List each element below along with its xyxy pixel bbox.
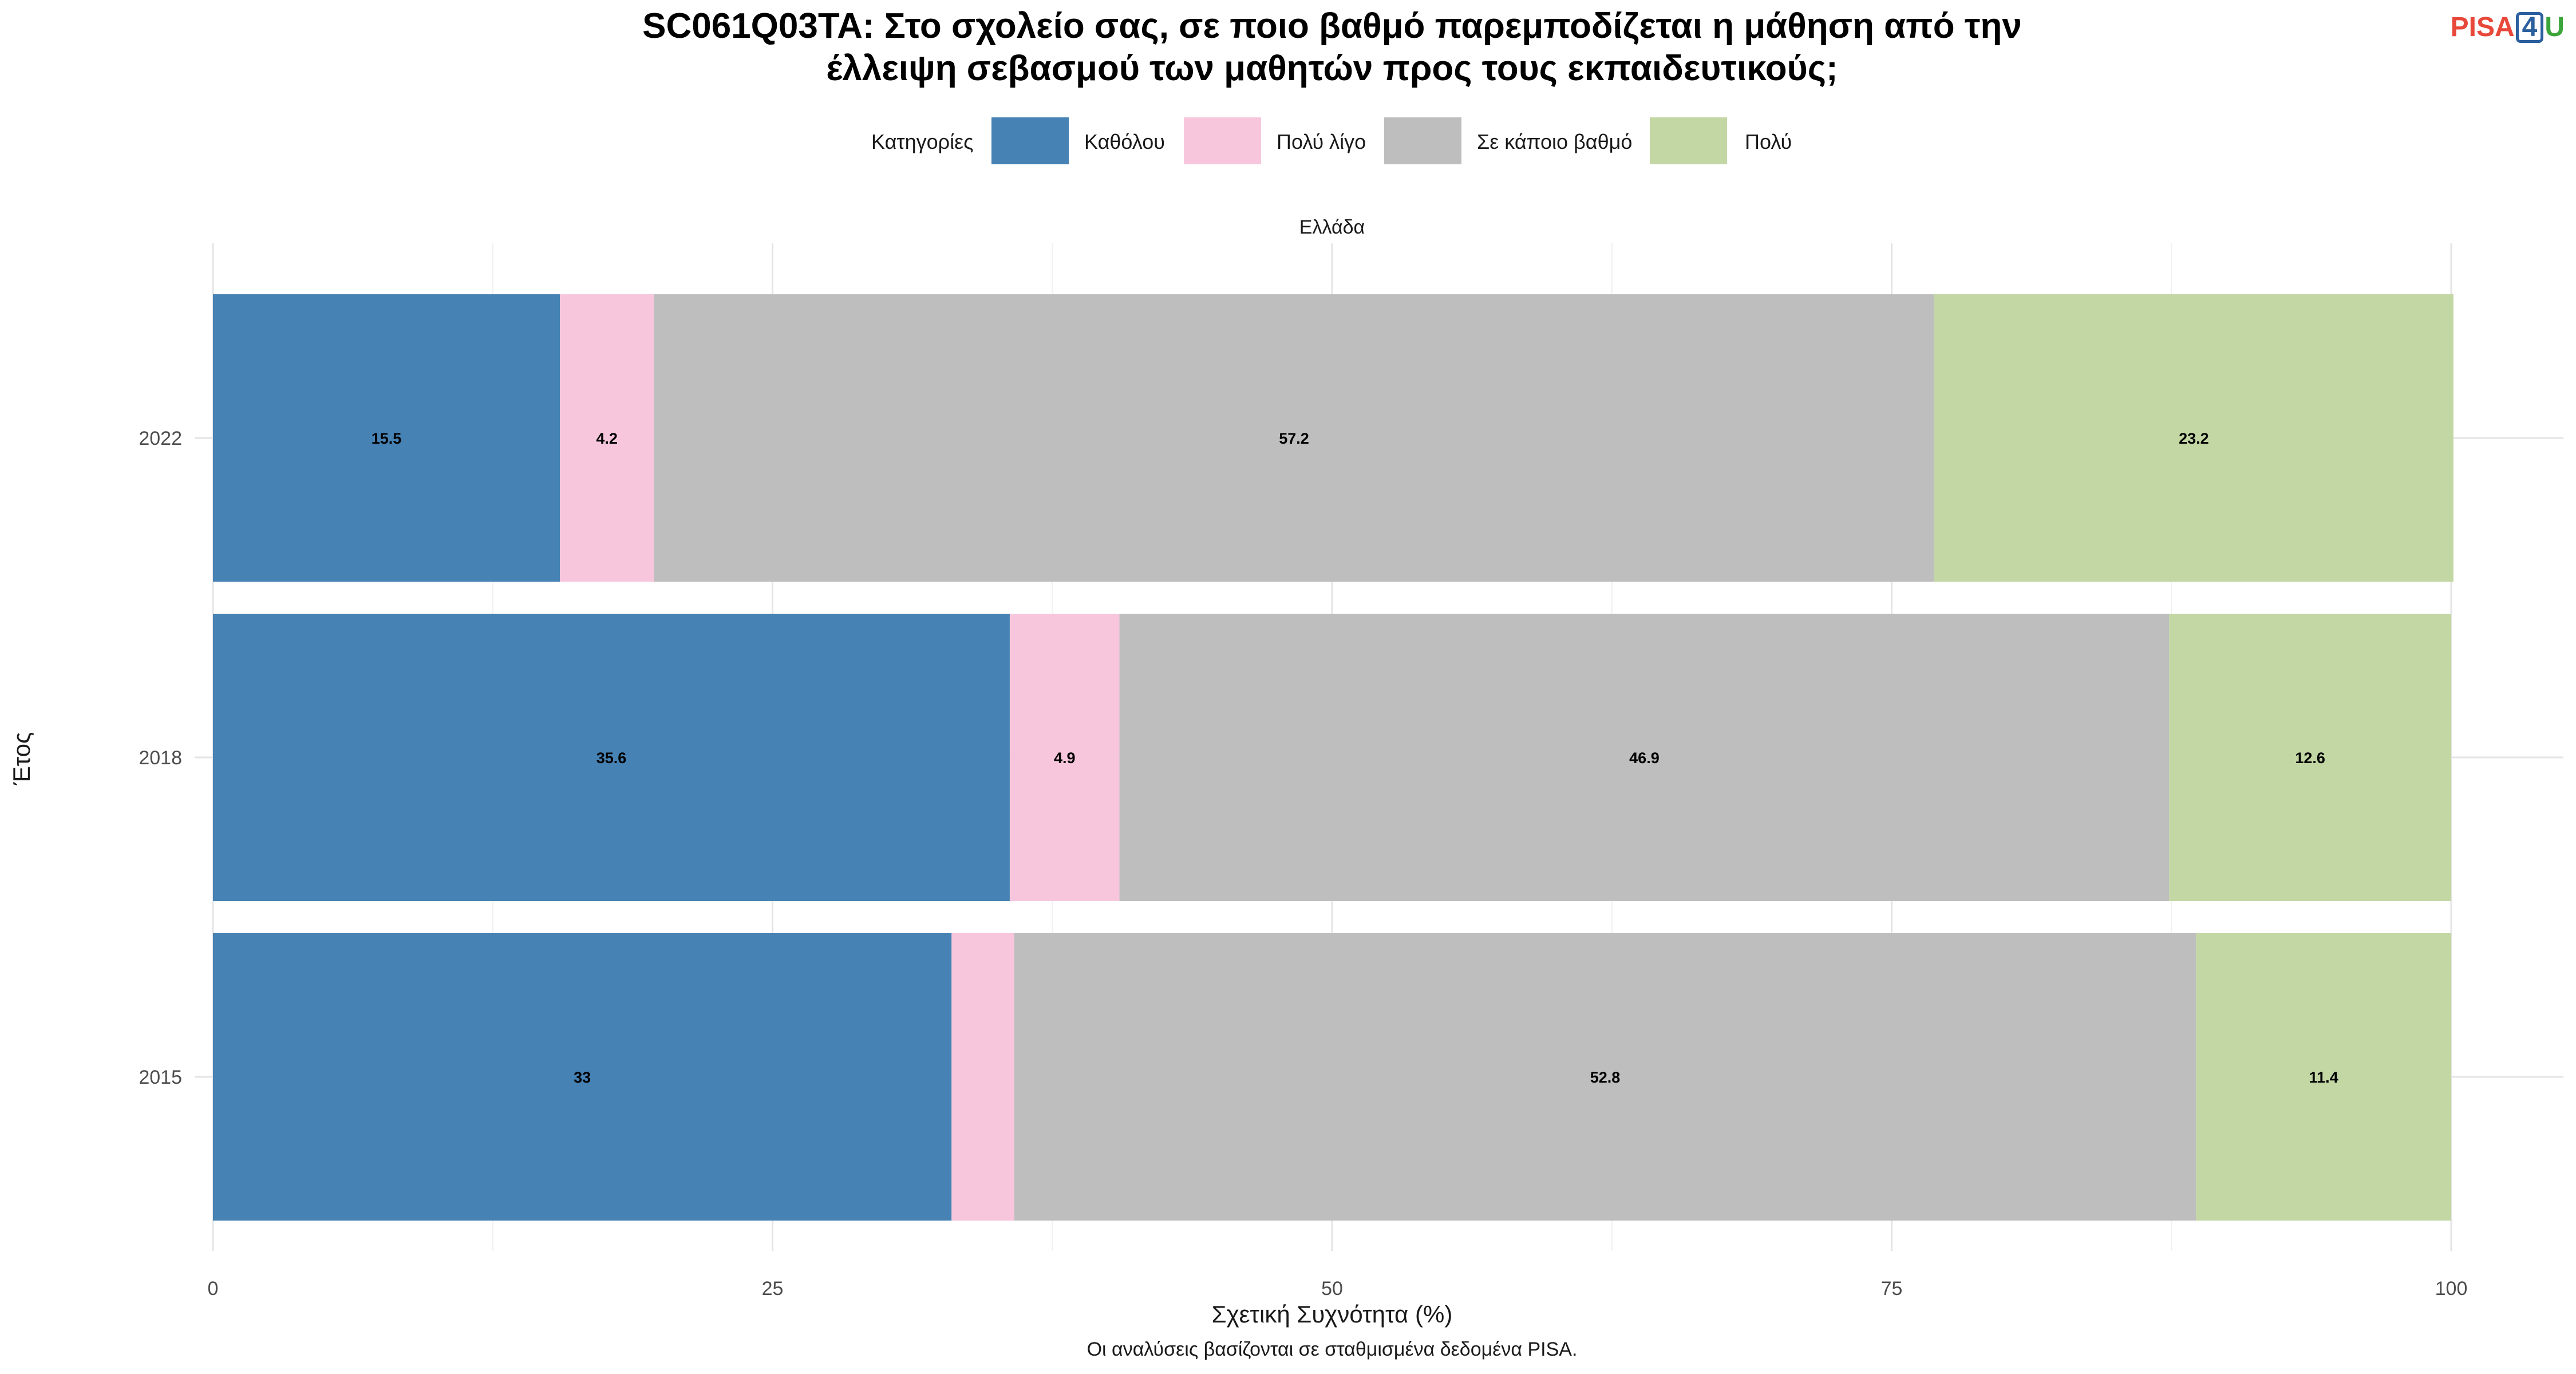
data-label: 52.8 — [1590, 1069, 1621, 1086]
chart-title-line: έλλειψη σεβασμού των μαθητών προς τους ε… — [826, 49, 1838, 88]
x-tick-label: 0 — [208, 1278, 219, 1300]
x-tick-label: 25 — [762, 1278, 784, 1300]
y-tick-label: 2015 — [139, 1067, 182, 1088]
legend-label: Πολύ λίγο — [1277, 130, 1366, 153]
bar-segment — [1014, 933, 2196, 1221]
legend-title: Κατηγορίες — [871, 130, 974, 153]
chart-title: SC061Q03TA: Στο σχολείο σας, σε ποιο βαθ… — [642, 6, 2022, 88]
data-label: 4.9 — [1054, 749, 1076, 767]
y-tick-label: 2022 — [139, 428, 182, 449]
data-label: 15.5 — [372, 430, 402, 447]
legend: Κατηγορίες Καθόλου Πολύ λίγο Σε κάποιο βαθμ… — [871, 117, 1792, 164]
bar-segment — [1934, 294, 2453, 582]
logo-pisa-text: PISA — [2450, 12, 2515, 42]
pisa4u-logo: PISA 4 U — [2451, 11, 2565, 43]
legend-key — [1384, 117, 1461, 164]
legend-label: Καθόλου — [1084, 130, 1165, 153]
x-axis-label: Σχετική Συχνότητα (%) — [1212, 1301, 1453, 1328]
legend-key — [991, 117, 1069, 164]
bars: 15.5 4.2 57.2 23.2 35.6 4.9 46.9 12.6 33 52.8 11.4 — [213, 294, 2453, 1221]
chart-title-line: SC061Q03TA: Στο σχολείο σας, σε ποιο βαθ… — [642, 6, 2022, 46]
bar-segment — [951, 933, 1014, 1221]
data-label: 12.6 — [2295, 749, 2325, 767]
legend-key — [1650, 117, 1727, 164]
data-label: 33 — [574, 1069, 591, 1086]
bar-segment — [213, 294, 560, 582]
legend-key — [1184, 117, 1261, 164]
data-label: 35.6 — [596, 749, 627, 767]
bar-segment — [2196, 933, 2451, 1221]
facet-label: Ελλάδα — [1299, 216, 1365, 238]
bar-segment — [654, 294, 1934, 582]
bar-segment — [2169, 614, 2451, 901]
legend-label: Πολύ — [1745, 130, 1792, 153]
x-tick-label: 50 — [1321, 1278, 1343, 1300]
logo-four-badge: 4 — [2515, 12, 2544, 43]
x-axis-ticks: 0 25 50 75 100 — [208, 1278, 2468, 1300]
bar-segment — [560, 294, 654, 582]
y-tick-label: 2018 — [139, 747, 182, 769]
bar-segment — [213, 933, 952, 1221]
caption: Οι αναλύσεις βασίζονται σε σταθμισμένα δ… — [1087, 1339, 1578, 1360]
bar-segment — [1119, 614, 2170, 901]
x-tick-label: 75 — [1881, 1278, 1903, 1300]
data-label: 57.2 — [1279, 430, 1309, 447]
legend-label: Σε κάποιο βαθμό — [1477, 130, 1632, 153]
data-label: 4.2 — [596, 430, 618, 447]
bar-segment — [213, 614, 1010, 901]
y-axis-ticks: 2022 2018 2015 — [139, 428, 182, 1088]
x-tick-label: 100 — [2435, 1278, 2468, 1300]
y-axis-label: Έτος — [8, 732, 35, 786]
bar-segment — [1009, 614, 1120, 901]
data-label: 11.4 — [2309, 1069, 2338, 1086]
data-label: 23.2 — [2179, 430, 2209, 447]
data-label: 46.9 — [1629, 749, 1660, 767]
logo-u-text: U — [2545, 12, 2565, 42]
